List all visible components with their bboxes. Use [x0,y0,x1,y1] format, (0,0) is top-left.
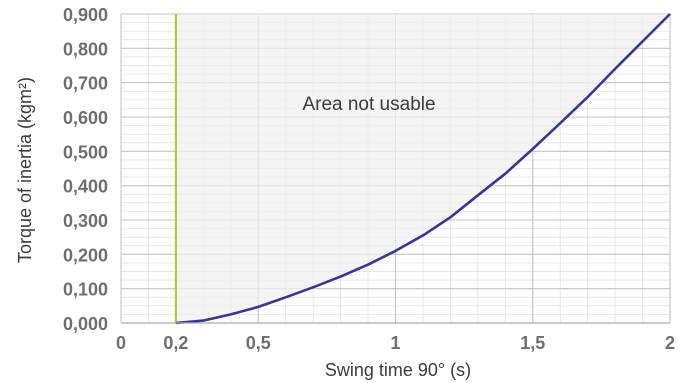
y-tick-label: 0,900 [63,5,108,25]
y-tick-label: 0,800 [63,39,108,59]
y-tick-label: 0,300 [63,211,108,231]
y-tick-label: 0,700 [63,74,108,94]
y-tick-label: 0,600 [63,108,108,128]
x-tick-label: 0,2 [163,333,188,353]
y-tick-label: 0,500 [63,142,108,162]
y-tick-label: 0,200 [63,245,108,265]
x-tick-label: 1,5 [520,333,545,353]
unusable-area-fill [175,14,670,323]
x-tick-label: 0,5 [246,333,271,353]
y-tick-label: 0,000 [63,314,108,334]
x-tick-label: 0 [116,333,126,353]
area-not-usable-label: Area not usable [302,94,435,115]
x-tick-label: 2 [665,333,675,353]
y-tick-label: 0,400 [63,177,108,197]
y-tick-labels: 0,000 0,100 0,200 0,300 0,400 0,500 0,600 0,700… [63,5,108,334]
x-tick-label: 1 [390,333,400,353]
y-tick-label: 0,100 [63,280,108,300]
y-axis-title: Torque of inertia (kgm²) [15,77,35,263]
x-tick-labels: 0 0,2 0,5 1 1,5 2 [116,333,675,353]
inertia-curve-line [175,13,671,325]
x-axis-title: Swing time 90° (s) [325,360,471,380]
